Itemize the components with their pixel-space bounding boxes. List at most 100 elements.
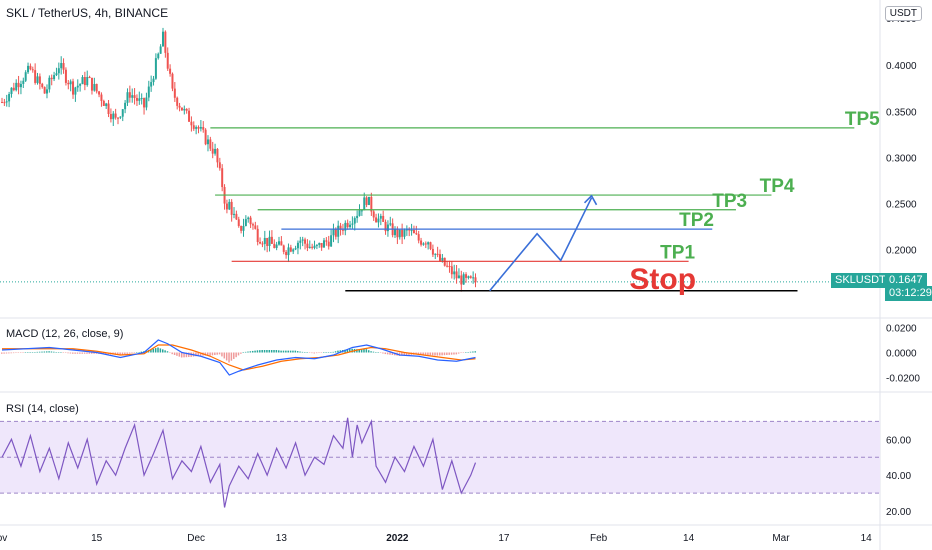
candle-body: [365, 197, 368, 205]
candle-body: [10, 87, 13, 95]
macd-histogram-bar: [401, 352, 403, 356]
time-tick-label: Dec: [187, 533, 205, 544]
candle-body: [86, 76, 89, 86]
macd-histogram-bar: [176, 352, 178, 356]
candle-body: [237, 219, 240, 226]
projection-path: [489, 197, 593, 292]
candle-body: [467, 276, 470, 278]
macd-histogram-bar: [131, 352, 133, 354]
macd-histogram-bar: [457, 352, 460, 354]
candle-body: [401, 229, 404, 237]
macd-histogram-bar: [346, 349, 349, 353]
macd-histogram-bar: [60, 352, 62, 353]
macd-histogram-bar: [278, 350, 280, 353]
candle-body: [268, 236, 271, 246]
macd-histogram-bar: [185, 352, 188, 358]
candle-body: [72, 81, 75, 95]
candle-body: [105, 103, 108, 106]
candle-body: [228, 201, 231, 210]
macd-histogram-bar: [240, 352, 242, 354]
candle-body: [62, 63, 65, 70]
time-tick-label: 13: [276, 533, 288, 544]
macd-histogram-bar: [45, 351, 48, 353]
candle-body: [76, 85, 79, 88]
macd-histogram-bar: [254, 350, 256, 353]
macd-histogram-bar: [15, 352, 17, 353]
macd-histogram-bar: [221, 352, 223, 357]
currency-button[interactable]: USDT: [884, 6, 922, 21]
macd-histogram-bar: [403, 352, 405, 356]
candle-body: [178, 105, 181, 108]
candle-body: [308, 246, 311, 248]
price-tag-countdown: 03:12:29: [885, 286, 932, 301]
candle-body: [121, 109, 124, 117]
rsi-tick-label: 60.00: [886, 435, 911, 446]
candle-body: [408, 229, 411, 231]
candle-body: [3, 102, 6, 104]
candle-body: [436, 253, 439, 255]
candle-body: [263, 237, 266, 244]
candle-body: [8, 94, 11, 102]
candle-body: [88, 76, 91, 78]
macd-histogram-bar: [375, 352, 377, 353]
macd-histogram-bar: [157, 347, 159, 353]
candle-body: [15, 82, 18, 91]
candle-body: [344, 222, 347, 231]
rsi-line: [1, 417, 477, 508]
macd-histogram-bar: [439, 352, 441, 356]
candle-body: [138, 98, 141, 101]
candle-body: [434, 253, 437, 255]
candle-body: [225, 203, 228, 210]
macd-histogram-bar: [455, 352, 458, 355]
macd-histogram-bar: [119, 352, 121, 355]
candle-body: [161, 31, 164, 47]
macd-histogram-bar: [372, 351, 375, 353]
macd-histogram-bar: [133, 352, 136, 353]
candle-body: [353, 218, 356, 224]
candle-body: [12, 87, 15, 91]
candle-body: [150, 82, 153, 87]
macd-line: [1, 339, 476, 376]
candle-body: [242, 226, 245, 231]
time-tick-label: 2022: [386, 533, 409, 544]
candle-body: [360, 210, 363, 212]
macd-histogram-bar: [72, 352, 74, 354]
macd-histogram-bar: [472, 351, 474, 353]
macd-histogram-bar: [150, 349, 152, 353]
candle-body: [233, 213, 236, 215]
candle-body: [24, 72, 27, 81]
chart-title: SKL / TetherUS, 4h, BINANCE: [6, 6, 169, 20]
macd-histogram-bar: [41, 351, 43, 353]
candle-body: [43, 87, 46, 94]
macd-histogram-bar: [313, 352, 316, 354]
macd-histogram-bar: [43, 351, 46, 353]
candle-body: [448, 266, 451, 268]
candle-body: [202, 126, 205, 130]
candle-body: [273, 243, 276, 248]
macd-title: MACD (12, 26, close, 9): [6, 328, 124, 340]
macd-histogram-bar: [273, 350, 275, 353]
candle-body: [17, 82, 20, 88]
macd-histogram-bar: [332, 351, 334, 353]
candle-body: [351, 223, 354, 225]
macd-histogram-bar: [12, 352, 15, 354]
macd-histogram-bar: [339, 350, 342, 353]
macd-histogram-bar: [1, 352, 3, 354]
candle-body: [218, 162, 221, 169]
macd-histogram-bar: [154, 348, 157, 353]
candle-body: [124, 102, 127, 110]
macd-histogram-bar: [304, 352, 306, 353]
macd-histogram-bar: [337, 350, 339, 353]
macd-signal-line: [2, 344, 476, 371]
candle-body: [169, 68, 172, 74]
price-tick-label: 0.2500: [886, 199, 917, 210]
macd-histogram-bar: [183, 352, 185, 358]
candle-body: [206, 139, 209, 145]
macd-histogram-bar: [159, 348, 162, 353]
macd-histogram-bar: [330, 352, 332, 353]
macd-histogram-bar: [29, 352, 31, 353]
macd-histogram-bar: [24, 352, 27, 353]
macd-histogram-bar: [370, 351, 372, 353]
candle-body: [313, 245, 316, 248]
